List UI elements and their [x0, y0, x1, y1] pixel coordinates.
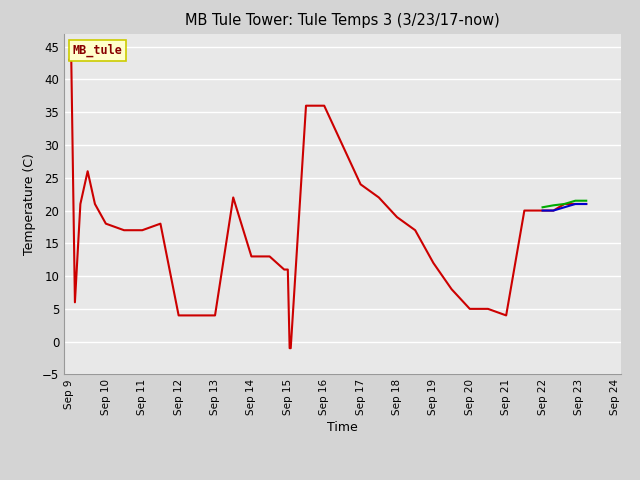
- Tul3_Ts-8: [466, 306, 474, 312]
- Tul3_Ts-8: [175, 312, 182, 318]
- Tul3_Ts-8: [102, 221, 109, 227]
- Tul3_Ts-8: [286, 345, 294, 351]
- Tul3_Ts-8: [77, 201, 84, 207]
- Legend: Tul3_Ts-8, Tul3_Ts-2, Tul3_Tw+4: Tul3_Ts-8, Tul3_Ts-2, Tul3_Tw+4: [178, 476, 507, 480]
- Tul3_Ts-8: [375, 194, 383, 200]
- Tul3_Ts-8: [287, 345, 294, 351]
- Tul3_Ts-2: [550, 208, 557, 214]
- Tul3_Tw+4: [572, 198, 579, 204]
- Tul3_Ts-8: [550, 208, 557, 214]
- Tul3_Ts-8: [484, 306, 492, 312]
- Tul3_Ts-8: [321, 103, 328, 108]
- Tul3_Ts-8: [284, 267, 292, 273]
- Tul3_Ts-8: [157, 221, 164, 227]
- Line: Tul3_Tw+4: Tul3_Tw+4: [543, 201, 586, 207]
- Title: MB Tule Tower: Tule Temps 3 (3/23/17-now): MB Tule Tower: Tule Temps 3 (3/23/17-now…: [185, 13, 500, 28]
- Y-axis label: Temperature (C): Temperature (C): [23, 153, 36, 255]
- Tul3_Ts-8: [302, 103, 310, 108]
- Tul3_Ts-8: [211, 312, 219, 318]
- Tul3_Tw+4: [550, 203, 557, 208]
- Tul3_Ts-8: [429, 260, 437, 266]
- Tul3_Ts-2: [572, 201, 579, 207]
- Tul3_Tw+4: [539, 204, 547, 210]
- Tul3_Ts-8: [561, 201, 568, 207]
- Tul3_Tw+4: [582, 198, 590, 204]
- Tul3_Ts-8: [280, 267, 288, 273]
- X-axis label: Time: Time: [327, 421, 358, 434]
- Tul3_Ts-8: [229, 194, 237, 200]
- Line: Tul3_Ts-8: Tul3_Ts-8: [70, 60, 586, 348]
- Tul3_Ts-8: [520, 208, 528, 214]
- Tul3_Ts-8: [572, 201, 579, 207]
- Text: MB_tule: MB_tule: [72, 44, 122, 57]
- Tul3_Ts-2: [582, 201, 590, 207]
- Tul3_Ts-8: [248, 253, 255, 259]
- Tul3_Ts-8: [339, 142, 346, 148]
- Tul3_Ts-8: [138, 228, 146, 233]
- Tul3_Ts-8: [193, 312, 201, 318]
- Tul3_Ts-8: [266, 253, 273, 259]
- Tul3_Tw+4: [561, 201, 568, 207]
- Tul3_Ts-8: [582, 201, 590, 207]
- Tul3_Ts-8: [356, 181, 364, 187]
- Tul3_Ts-2: [561, 204, 568, 210]
- Tul3_Ts-8: [412, 228, 419, 233]
- Tul3_Ts-8: [120, 228, 128, 233]
- Tul3_Ts-8: [393, 214, 401, 220]
- Tul3_Ts-8: [448, 286, 456, 292]
- Tul3_Ts-8: [539, 208, 547, 214]
- Tul3_Ts-8: [66, 57, 74, 63]
- Tul3_Ts-2: [539, 208, 547, 214]
- Tul3_Ts-8: [91, 201, 99, 207]
- Tul3_Ts-8: [502, 312, 510, 318]
- Tul3_Ts-8: [71, 300, 79, 305]
- Tul3_Ts-8: [84, 168, 92, 174]
- Tul3_Ts-8: [67, 57, 75, 63]
- Line: Tul3_Ts-2: Tul3_Ts-2: [543, 204, 586, 211]
